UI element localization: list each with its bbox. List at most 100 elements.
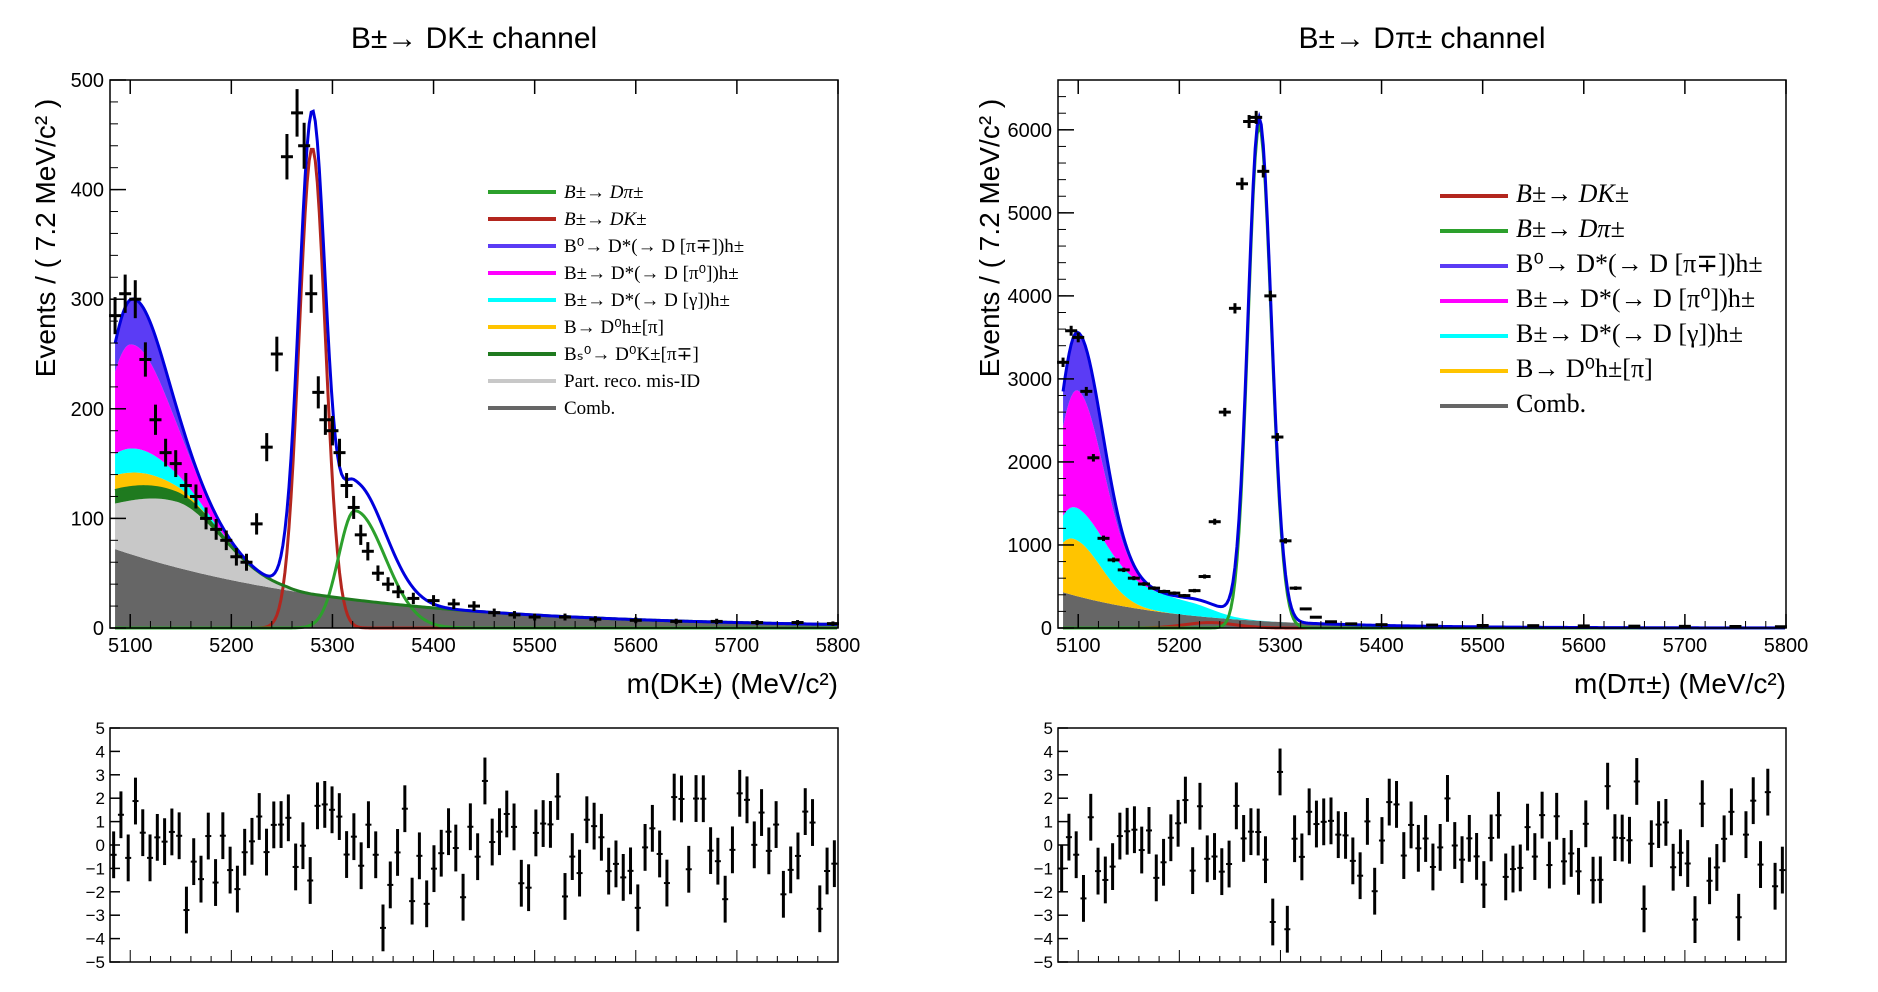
y-tick-label: 3000 <box>1008 369 1053 391</box>
curve-dpi-1 <box>1063 119 1785 630</box>
residual-y-tick-label: −1 <box>86 859 105 878</box>
residual-bar <box>1459 836 1466 884</box>
residual-bar <box>678 775 685 823</box>
residual-bar <box>1648 820 1655 868</box>
data-point <box>210 518 223 540</box>
residual-bar <box>1524 803 1531 851</box>
plot-frame <box>1057 79 1787 629</box>
residual-bar <box>1742 811 1749 859</box>
residual-bar <box>1167 814 1174 862</box>
residual-y-tick-label: −3 <box>1034 906 1053 925</box>
residual-bar <box>1306 788 1313 836</box>
legend-entry: Comb. <box>488 398 615 419</box>
legend-label: Bₛ⁰→ D⁰K±[π∓] <box>564 344 699 365</box>
data-point <box>361 542 374 561</box>
residual-bar <box>481 757 488 805</box>
residual-bar <box>1284 905 1291 953</box>
legend-entry: B⁰→ D*(→ D [π∓])h± <box>1440 249 1763 278</box>
residual-bar <box>1371 867 1378 915</box>
stack-partreco-0 <box>115 498 837 625</box>
residual-bar <box>1510 845 1516 893</box>
legend-label: B±→ DK± <box>1516 179 1629 208</box>
data-point <box>333 438 346 467</box>
y-tick-label: 0 <box>93 618 104 640</box>
residual-bar <box>1087 793 1094 841</box>
residual-bar <box>714 837 721 885</box>
residual-bar <box>1218 848 1225 896</box>
legend-dpi: B±→ DK± B±→ Dπ± B⁰→ D*(→ D [π∓])h± B±→ D*(→… <box>1440 179 1763 418</box>
data-point <box>1072 332 1085 343</box>
residual-y-tick-label: 0 <box>1044 836 1053 855</box>
residual-bar <box>285 794 292 842</box>
residual-y-tick-label: 1 <box>1044 813 1053 832</box>
residual-bar <box>1553 792 1560 840</box>
residual-bar <box>1641 885 1648 933</box>
residual-bar <box>685 845 692 893</box>
residual-bar <box>1473 832 1480 880</box>
chart-title-dpi: B±→ Dπ± channel <box>1298 22 1545 55</box>
data-point <box>508 611 521 619</box>
residual-bar <box>1182 776 1189 824</box>
data-point <box>1257 165 1270 178</box>
data-point <box>220 530 233 551</box>
main-plot-dk: 5100 5200 5300 5400 5500 5600 5700 5800 0 100 200 3… <box>71 70 861 657</box>
residual-bar <box>1713 844 1720 891</box>
legend-label: B⁰→ D*(→ D [π∓])h± <box>1516 249 1763 278</box>
residual-bar <box>1466 814 1473 862</box>
residual-bar <box>227 846 234 894</box>
residual-bar <box>248 817 255 865</box>
residual-y-tick-label: −4 <box>1034 930 1053 949</box>
data-point <box>291 89 304 137</box>
data-point <box>1107 557 1120 563</box>
residual-bar <box>1611 814 1618 861</box>
residual-bar <box>380 904 386 952</box>
residual-bar <box>591 802 598 850</box>
residual-bar <box>627 847 634 895</box>
data-point <box>1127 576 1140 581</box>
residual-bar <box>1240 815 1247 862</box>
x-tick-label: 5600 <box>1562 635 1607 657</box>
residual-bar <box>1189 847 1196 895</box>
data-point <box>427 595 440 607</box>
legend-entry: B±→ DK± <box>1440 179 1629 208</box>
residual-bar <box>1517 844 1524 892</box>
x-tick-label: 5600 <box>614 635 659 657</box>
stack-b0-1 <box>1063 332 1785 628</box>
residual-bar <box>1495 791 1502 839</box>
residual-bar <box>656 830 663 878</box>
residual-bar <box>824 847 831 895</box>
data-point <box>240 553 253 571</box>
data-point <box>1117 567 1130 573</box>
data-point <box>447 598 460 610</box>
residual-bar <box>110 831 117 879</box>
x-tick-label: 5400 <box>411 635 456 657</box>
y-tick-label: 100 <box>71 508 104 530</box>
residual-bar <box>1291 815 1298 863</box>
residual-y-tick-label: 4 <box>1044 742 1053 761</box>
data-point <box>1279 538 1292 544</box>
residual-bar <box>1262 836 1269 884</box>
residual-frame <box>109 727 839 963</box>
y-tick-label: 6000 <box>1008 120 1053 142</box>
residual-y-tick-label: 4 <box>96 742 105 761</box>
residual-bar <box>693 775 700 822</box>
residual-bar <box>576 849 583 897</box>
data-point <box>250 513 263 535</box>
residual-bar <box>744 776 750 824</box>
data-point <box>1168 591 1181 595</box>
data-point <box>1628 624 1641 628</box>
y-tick-label: 5000 <box>1008 203 1053 225</box>
residual-bar <box>802 788 809 835</box>
residual-bar <box>1226 840 1233 888</box>
residual-y-tick-label: 5 <box>1044 719 1053 738</box>
legend-entry: B±→ D*(→ D [γ])h± <box>488 290 730 311</box>
residual-bar <box>394 829 401 876</box>
residual-bar <box>773 801 780 848</box>
residual-bar <box>751 821 758 869</box>
data-point <box>179 473 192 499</box>
residual-bar <box>1255 808 1262 856</box>
residual-bar <box>1502 853 1509 901</box>
data-point <box>149 404 162 435</box>
residual-y-tick-label: 0 <box>96 836 105 855</box>
panel-dpi: B±→ Dπ± channel Events / ( 7.2 MeV/c² ) … <box>974 22 1808 972</box>
